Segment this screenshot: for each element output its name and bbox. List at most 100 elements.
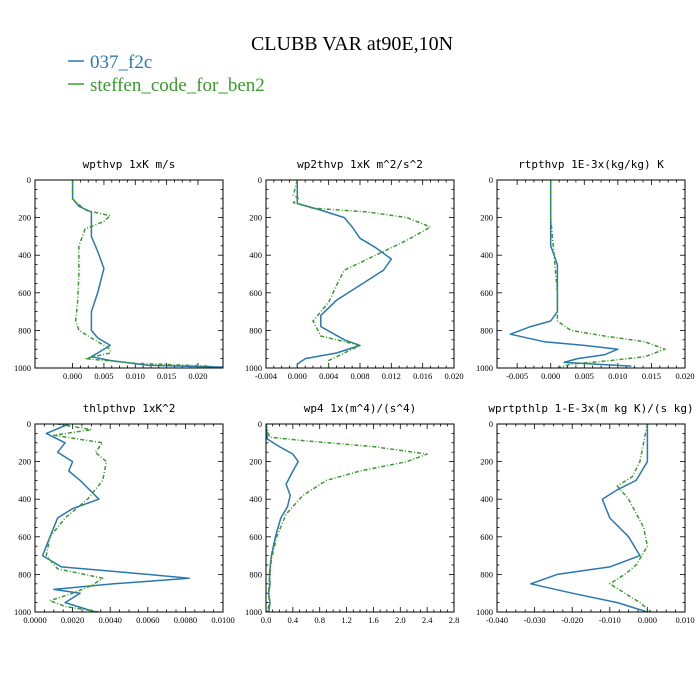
series-line-solid: [530, 424, 649, 612]
y-tick-label: 600: [249, 532, 262, 542]
legend-label-2: steffen_code_for_ben2: [90, 75, 265, 96]
x-tick-label: 2.4: [422, 615, 433, 625]
y-tick-label: 800: [249, 325, 262, 335]
y-tick-label: 200: [480, 213, 493, 223]
legend: 037_f2c steffen_code_for_ben2: [68, 52, 265, 96]
x-tick-label: 1.6: [368, 615, 379, 625]
y-tick-label: 800: [18, 569, 31, 579]
y-tick-label: 400: [249, 494, 262, 504]
panel-2: wp2thvp 1xK m^2/s^2 -0.004 0.000 0.004 0.008…: [245, 158, 464, 381]
x-tick-label: -0.030: [524, 615, 546, 625]
x-tick-label: 0.4: [288, 615, 299, 625]
y-tick-label: 600: [480, 532, 493, 542]
series-line-solid: [509, 180, 632, 367]
x-tick-label: 0.010: [608, 371, 627, 381]
x-tick-label: 0.015: [642, 371, 661, 381]
y-tick-label: 800: [249, 569, 262, 579]
x-tick-label: 0.005: [94, 371, 113, 381]
x-tick-label: 0.020: [444, 371, 463, 381]
y-tick-label: 1000: [14, 363, 31, 373]
x-tick-label: 1.2: [341, 615, 352, 625]
y-tick-label: 0: [489, 175, 493, 185]
y-tick-label: 800: [480, 569, 493, 579]
series-line-dashed: [71, 180, 211, 367]
series-line-solid: [296, 180, 393, 368]
x-tick-label: 0.008: [350, 371, 369, 381]
x-tick-label: 0.016: [413, 371, 432, 381]
x-tick-label: 0.010: [126, 371, 145, 381]
plot-frame: [34, 423, 224, 613]
plot-frame: [496, 179, 686, 369]
x-tick-label: -0.020: [561, 615, 583, 625]
x-tick-label: 0.8: [314, 615, 325, 625]
panel-title: rtpthvp 1E-3x(kg/kg) K: [518, 158, 664, 171]
x-tick-label: 0.0060: [136, 615, 159, 625]
panel-title: wp4 1x(m^4)/(s^4): [304, 402, 417, 415]
y-tick-label: 200: [249, 213, 262, 223]
panel-1: wpthvp 1xK m/s 0.000 0.005 0.010 0.015 0.020 0…: [14, 158, 224, 381]
y-tick-label: 1000: [245, 607, 262, 617]
series-line-solid: [266, 424, 299, 612]
legend-label-1: 037_f2c: [90, 52, 152, 73]
y-tick-label: 800: [18, 325, 31, 335]
panel-5: wp4 1x(m^4)/(s^4) 0.0 0.4 0.8 1.2 1.6 2.0 2.4 2.…: [245, 402, 459, 625]
y-tick-label: 1000: [476, 607, 493, 617]
series-line-dashed: [549, 180, 666, 368]
y-tick-label: 200: [480, 457, 493, 467]
y-tick-label: 200: [18, 213, 31, 223]
plot-frame: [265, 179, 455, 369]
y-tick-label: 600: [480, 288, 493, 298]
x-tick-label: 0.0100: [211, 615, 234, 625]
y-tick-label: 800: [480, 325, 493, 335]
y-tick-label: 0: [489, 419, 493, 429]
panel-title: wp2thvp 1xK m^2/s^2: [297, 158, 423, 171]
y-tick-label: 600: [18, 288, 31, 298]
x-tick-label: 0.0: [261, 615, 272, 625]
y-tick-label: 400: [480, 494, 493, 504]
plot-frame: [34, 179, 224, 369]
y-tick-label: 0: [258, 175, 262, 185]
x-tick-label: 0.000: [541, 371, 560, 381]
panel-3: rtpthvp 1E-3x(kg/kg) K -0.005 0.000 0.005 0.…: [476, 158, 695, 381]
series-line-dashed: [609, 424, 652, 612]
y-tick-label: 600: [249, 288, 262, 298]
plot-frame: [265, 423, 455, 613]
x-tick-label: 0.012: [382, 371, 401, 381]
x-tick-label: 0.020: [188, 371, 207, 381]
y-tick-label: 200: [18, 457, 31, 467]
series-line-solid: [71, 180, 223, 368]
x-tick-label: -0.004: [255, 371, 278, 381]
y-tick-label: 0: [258, 419, 262, 429]
y-tick-label: 1000: [14, 607, 31, 617]
y-tick-label: 1000: [245, 363, 262, 373]
x-tick-label: -0.005: [506, 371, 528, 381]
x-tick-label: 0.0000: [23, 615, 46, 625]
x-tick-label: -0.010: [599, 615, 621, 625]
x-tick-label: 0.000: [63, 371, 82, 381]
series-line-solid: [41, 424, 190, 612]
panels: wpthvp 1xK m/s0.000 0.005 0.010 0.015 0.0200…: [14, 158, 695, 625]
figure-title: CLUBB VAR at90E,10N: [251, 33, 453, 55]
x-tick-label: 0.0080: [174, 615, 197, 625]
y-tick-label: 400: [18, 250, 31, 260]
panel-6: wprtpthlp 1-E-3x(m kg K)/(s kg) -0.040 -0.…: [476, 402, 695, 625]
y-tick-label: 400: [18, 494, 31, 504]
series-line-dashed: [266, 424, 428, 612]
y-tick-label: 0: [27, 419, 31, 429]
x-tick-label: 0.010: [675, 615, 694, 625]
x-tick-label: 0.000: [288, 371, 307, 381]
y-tick-label: 1000: [476, 363, 493, 373]
y-tick-label: 600: [18, 532, 31, 542]
series-line-dashed: [292, 180, 432, 368]
x-tick-label: 0.004: [319, 371, 339, 381]
plot-frame: [496, 423, 686, 613]
x-tick-label: -0.040: [486, 615, 508, 625]
x-tick-label: 0.0040: [99, 615, 122, 625]
x-tick-label: 2.0: [395, 615, 406, 625]
y-tick-label: 400: [249, 250, 262, 260]
x-tick-label: 0.000: [638, 615, 657, 625]
x-tick-label: 0.005: [575, 371, 594, 381]
series-line-dashed: [45, 424, 108, 612]
panel-title: wprtpthlp 1-E-3x(m kg K)/(s kg): [488, 402, 693, 415]
